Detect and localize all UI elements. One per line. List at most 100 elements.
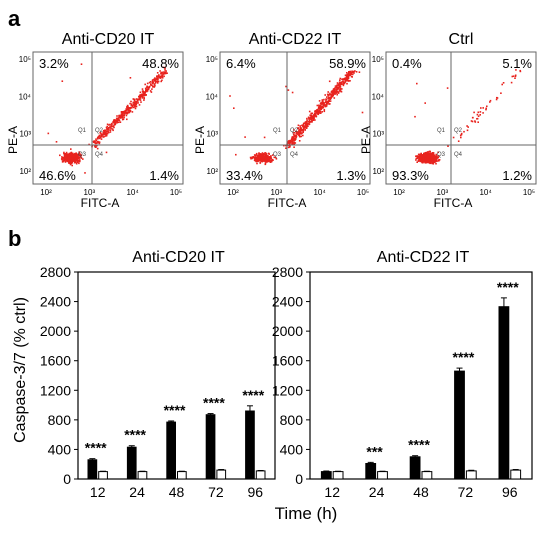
event-dot — [106, 132, 109, 135]
event-dot — [63, 151, 65, 154]
event-dot — [67, 159, 70, 162]
event-dot — [314, 112, 316, 115]
event-dot — [308, 110, 311, 113]
event-dot — [438, 160, 440, 162]
event-dot — [428, 156, 430, 158]
event-dot — [258, 156, 261, 158]
event-dot — [460, 132, 463, 135]
event-dot — [148, 81, 151, 84]
event-dot — [154, 82, 157, 84]
event-dot — [474, 120, 476, 122]
event-dot — [320, 108, 323, 111]
event-dot — [118, 114, 121, 117]
event-dot — [64, 153, 66, 155]
event-dot — [100, 134, 102, 137]
event-dot — [293, 132, 296, 134]
y-tick-label: 0 — [63, 471, 71, 487]
event-dot — [260, 155, 263, 158]
event-dot — [418, 153, 421, 156]
bar-treated — [245, 410, 255, 480]
event-dot — [422, 154, 424, 156]
flow-y-axis-label: PE-A — [193, 126, 207, 154]
y-tick-label: 2000 — [272, 323, 303, 339]
event-dot — [329, 94, 332, 96]
event-dot — [159, 75, 162, 78]
event-dot — [326, 102, 328, 104]
event-dot — [302, 122, 305, 125]
event-dot — [446, 87, 449, 89]
event-dot — [62, 161, 64, 163]
event-dot — [147, 87, 150, 89]
event-dot — [434, 158, 437, 160]
event-dot — [135, 100, 137, 103]
event-dot — [64, 156, 67, 159]
flow-frame — [32, 51, 184, 185]
event-dot — [120, 115, 122, 117]
event-dot — [316, 110, 318, 113]
event-dot — [345, 78, 347, 80]
event-dot — [264, 157, 267, 160]
event-dot — [145, 94, 147, 96]
event-dot — [78, 151, 80, 153]
event-dot — [336, 84, 338, 87]
event-dot — [71, 155, 73, 158]
y-tick-label: 2800 — [272, 264, 303, 280]
event-dot — [312, 117, 315, 120]
plot-frame — [309, 271, 533, 480]
event-dot — [144, 87, 147, 90]
event-dot — [64, 153, 67, 155]
bar-x-axis-label: Time (h) — [275, 504, 338, 523]
event-dot — [333, 92, 335, 95]
event-dot — [329, 103, 331, 105]
event-dot — [264, 162, 267, 165]
event-dot — [93, 141, 96, 144]
event-dot — [470, 120, 473, 122]
event-dot — [274, 156, 277, 159]
event-dot — [427, 154, 430, 157]
event-dot — [121, 111, 123, 114]
event-dot — [104, 133, 106, 136]
event-dot — [354, 70, 356, 72]
event-dot — [97, 135, 100, 138]
event-dot — [161, 77, 164, 79]
y-tick-label: 10³ — [206, 130, 218, 139]
event-dot — [335, 88, 338, 91]
event-dot — [327, 95, 330, 97]
event-dot — [285, 147, 287, 149]
event-dot — [347, 80, 350, 82]
event-dot — [495, 98, 498, 101]
event-dot — [423, 152, 425, 155]
significance-marker: **** — [85, 440, 107, 456]
event-dot — [138, 95, 140, 98]
event-dot — [163, 66, 165, 69]
panel-label-b: b — [8, 226, 21, 251]
event-dot — [153, 85, 155, 88]
event-dot — [61, 80, 64, 82]
bar-chart-anti-cd20: Anti-CD20 IT 0 400 800 1200 1600 2000 2400 2800 1… — [40, 249, 276, 500]
event-dot — [489, 99, 492, 102]
event-dot — [73, 159, 76, 161]
event-dot — [305, 121, 307, 124]
event-dot — [62, 160, 64, 162]
event-dot — [343, 82, 345, 84]
event-dot — [144, 83, 146, 86]
event-dot — [331, 95, 334, 98]
event-dot — [308, 118, 310, 120]
quadrant-id-q2: Q2 — [290, 128, 299, 134]
event-dot — [424, 158, 426, 161]
event-dot — [345, 75, 348, 78]
event-dot — [347, 75, 350, 77]
event-dot — [138, 97, 141, 99]
event-dot — [143, 99, 145, 101]
event-dot — [298, 135, 301, 138]
event-dot — [425, 161, 428, 163]
event-dot — [352, 73, 354, 76]
quadrant-q1-percent: 3.2% — [39, 56, 69, 71]
event-dot — [142, 95, 144, 98]
quadrant-id-q1: Q1 — [78, 128, 87, 134]
event-dot — [418, 155, 421, 158]
event-dot — [127, 105, 129, 108]
event-dot — [63, 154, 66, 156]
event-dot — [139, 91, 142, 94]
